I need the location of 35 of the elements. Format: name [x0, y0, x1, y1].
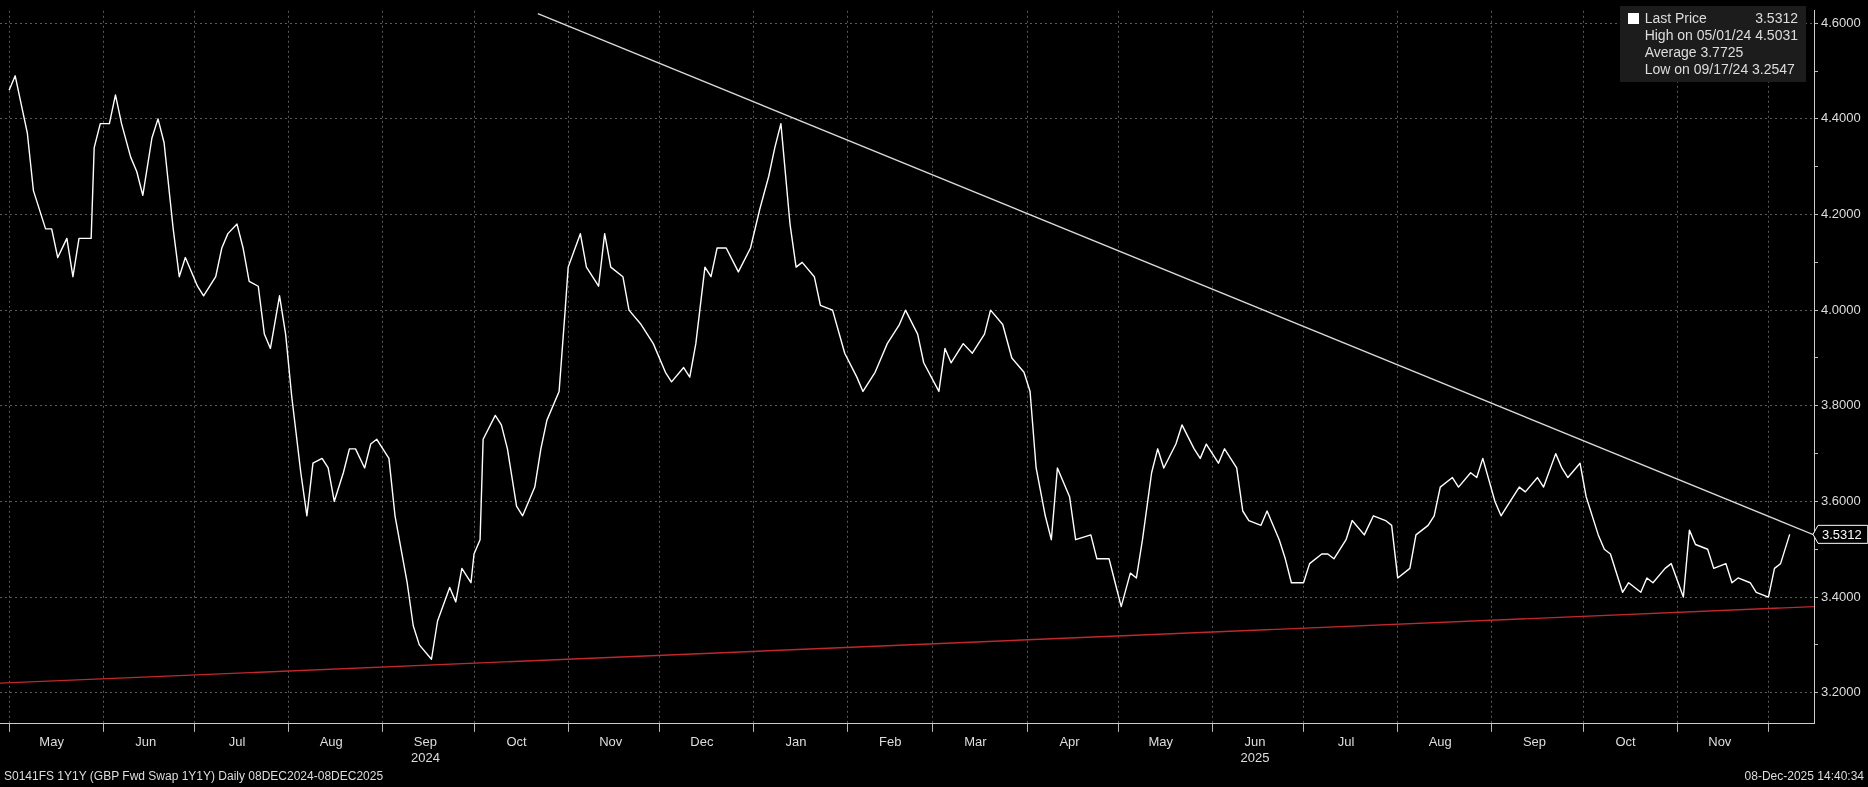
- annotation: Average 3.7725: [1644, 44, 1744, 61]
- x-tick-label: Aug: [1428, 734, 1452, 750]
- x-tick-label: Jan: [785, 734, 807, 750]
- x-tick-label: Sep 2024: [410, 734, 440, 765]
- y-tick-label: 3.4000: [1821, 588, 1861, 604]
- legend-label: Last Price: [1644, 10, 1707, 27]
- annotation: 3.5312: [1822, 526, 1862, 542]
- x-tick-label: Jun: [135, 734, 157, 750]
- x-tick-label: Feb: [879, 734, 902, 750]
- x-tick-label: Nov: [1708, 734, 1732, 750]
- x-tick-label: Jul: [228, 734, 246, 750]
- x-tick-label: Oct: [506, 734, 528, 750]
- x-tick-label: May: [1148, 734, 1174, 750]
- annotation: High on 05/01/24 4.5031: [1644, 27, 1798, 44]
- x-tick-label: Sep: [1522, 734, 1547, 750]
- y-tick-label: 4.4000: [1821, 110, 1861, 126]
- y-tick-label: 4.2000: [1821, 206, 1861, 222]
- x-tick-label: Jul: [1337, 734, 1355, 750]
- x-tick-label: Dec: [690, 734, 714, 750]
- y-tick-label: 4.6000: [1821, 14, 1861, 30]
- x-tick-label: Mar: [964, 734, 988, 750]
- x-tick-label: Aug: [319, 734, 343, 750]
- y-tick-label: 4.0000: [1821, 301, 1861, 317]
- y-tick-label: 3.8000: [1821, 397, 1861, 413]
- y-tick-label: 3.6000: [1821, 493, 1861, 509]
- x-tick-label: May: [39, 734, 65, 750]
- x-tick-label: Oct: [1615, 734, 1637, 750]
- text: 3.5312: [1755, 10, 1798, 26]
- y-tick-label: 3.2000: [1821, 684, 1861, 700]
- x-tick-label: Jun 2025: [1240, 734, 1270, 765]
- annotation: Low on 09/17/24 3.2547: [1644, 61, 1795, 78]
- text: S0141FS 1Y1Y (GBP Fwd Swap 1Y1Y) Daily 08DEC2024-08DEC2025: [4, 769, 384, 785]
- x-tick-label: Apr: [1059, 734, 1081, 750]
- x-tick-label: Nov: [599, 734, 623, 750]
- text: 08-Dec-2025 14:40:34: [1744, 769, 1864, 785]
